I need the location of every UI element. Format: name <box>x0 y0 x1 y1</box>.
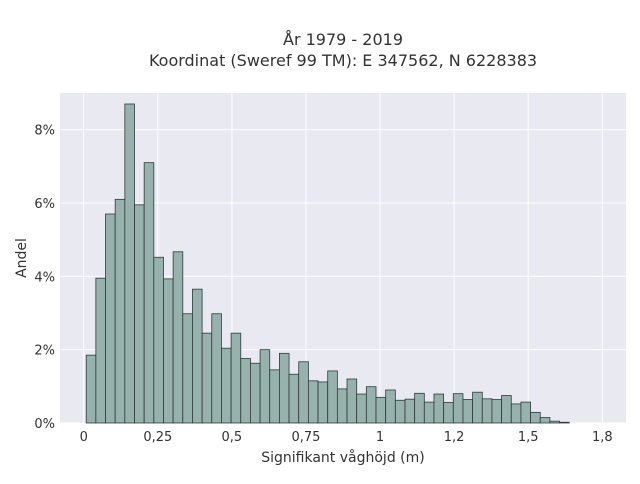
histogram-bar <box>288 373 300 424</box>
chart-title-line2: Koordinat (Sweref 99 TM): E 347562, N 62… <box>149 51 537 70</box>
histogram-bar <box>182 313 193 424</box>
histogram-bar <box>433 393 445 424</box>
x-tick-label: 1 <box>376 430 384 445</box>
histogram-bar <box>501 395 512 424</box>
histogram-bar <box>336 388 348 424</box>
histogram-bar <box>153 256 164 424</box>
chart-title-line1: År 1979 - 2019 <box>283 30 403 49</box>
x-tick-label: 1,2 <box>444 430 465 445</box>
histogram-bar <box>95 277 106 424</box>
histogram-bar <box>539 417 551 424</box>
y-tick-label: 6% <box>34 197 55 212</box>
x-tick-label: 0,75 <box>291 430 320 445</box>
histogram-bar <box>404 398 416 424</box>
x-tick-label: 1,5 <box>518 430 539 445</box>
histogram-bar <box>394 399 406 424</box>
histogram-bar <box>414 392 425 424</box>
histogram-bar <box>452 393 464 424</box>
histogram-bar <box>327 370 338 424</box>
histogram-bar <box>85 354 97 424</box>
histogram-bar <box>385 389 396 424</box>
histogram-bar <box>559 421 570 424</box>
histogram-bar <box>423 401 435 424</box>
histogram-bar <box>356 393 367 424</box>
histogram-bar <box>510 403 522 424</box>
histogram-bar <box>240 358 251 424</box>
tick-labels: 0% 2% 4% 6% 8% 0 0,25 0,5 0,75 1 1,2 1,5 1,8 <box>34 124 612 445</box>
histogram-bar <box>259 349 271 424</box>
y-axis-label: Andel <box>14 238 30 278</box>
histogram-bar <box>298 361 309 424</box>
histogram-bar <box>163 278 174 424</box>
x-tick-label: 1,8 <box>592 430 613 445</box>
histogram-bar <box>124 103 135 424</box>
histogram-bar <box>549 420 560 424</box>
histogram-bar <box>346 378 358 424</box>
histogram-bar <box>114 198 126 424</box>
histogram-bar <box>134 204 145 424</box>
histogram-bar <box>307 380 319 424</box>
histogram-bar <box>375 396 387 424</box>
y-tick-label: 8% <box>34 124 55 139</box>
histogram-bar <box>211 313 222 424</box>
histogram-bar <box>530 411 541 424</box>
x-tick-label: 0,5 <box>222 430 243 445</box>
histogram-bar <box>143 162 155 424</box>
x-axis-label: Signifikant våghöjd (m) <box>261 449 424 466</box>
histogram-bar <box>172 251 184 424</box>
y-tick-label: 0% <box>34 417 55 432</box>
histogram-bar <box>269 369 280 424</box>
histogram-bar <box>491 399 502 424</box>
histogram-bar <box>462 399 474 424</box>
histogram-bar <box>105 213 116 424</box>
histogram-bar <box>250 362 261 424</box>
bars <box>85 103 570 424</box>
histogram-bar <box>279 352 290 424</box>
histogram-bar <box>472 391 483 424</box>
y-tick-label: 2% <box>34 344 55 359</box>
histogram-bar <box>192 288 203 424</box>
histogram-bar <box>201 332 213 424</box>
histogram-bar <box>230 332 242 424</box>
histogram-bar <box>317 381 329 424</box>
x-tick-label: 0 <box>80 430 88 445</box>
histogram-bar <box>443 402 454 424</box>
histogram-bar <box>221 347 232 424</box>
histogram-bar <box>520 401 531 424</box>
histogram-bar <box>481 398 493 424</box>
histogram-bar <box>365 386 377 424</box>
y-tick-label: 4% <box>34 270 55 285</box>
x-tick-label: 0,25 <box>143 430 172 445</box>
